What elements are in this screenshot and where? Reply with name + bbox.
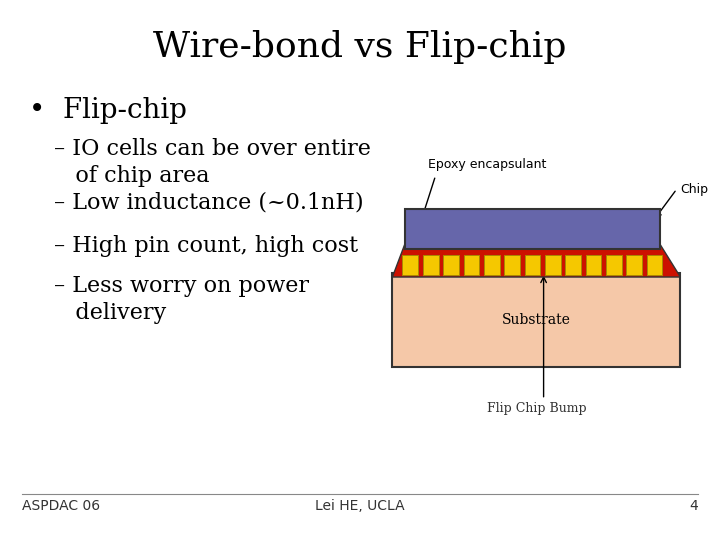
Polygon shape	[392, 245, 680, 277]
Bar	[504, 255, 520, 275]
Bar	[585, 255, 601, 275]
Text: – High pin count, high cost: – High pin count, high cost	[54, 235, 358, 257]
Text: Epoxy encapsulant: Epoxy encapsulant	[428, 158, 546, 171]
Bar	[606, 255, 622, 275]
Text: Substrate: Substrate	[502, 313, 571, 327]
Text: ASPDAC 06: ASPDAC 06	[22, 500, 100, 514]
Text: Wire-bond vs Flip-chip: Wire-bond vs Flip-chip	[153, 30, 567, 64]
Bar	[392, 273, 680, 367]
Bar	[565, 255, 581, 275]
Text: Chip: Chip	[680, 183, 708, 195]
Text: •  Flip-chip: • Flip-chip	[29, 97, 186, 124]
Bar	[464, 255, 480, 275]
Bar	[405, 209, 660, 249]
Bar	[423, 255, 438, 275]
Text: – Low inductance (~0.1nH): – Low inductance (~0.1nH)	[54, 192, 364, 214]
Bar	[626, 255, 642, 275]
Bar	[545, 255, 561, 275]
Bar	[444, 255, 459, 275]
Text: Flip Chip Bump: Flip Chip Bump	[487, 402, 586, 415]
Bar	[402, 255, 418, 275]
Text: – IO cells can be over entire
   of chip area: – IO cells can be over entire of chip ar…	[54, 138, 371, 187]
Text: 4: 4	[690, 500, 698, 514]
Bar	[484, 255, 500, 275]
Text: – Less worry on power
   delivery: – Less worry on power delivery	[54, 275, 309, 325]
Bar	[647, 255, 662, 275]
Text: Lei HE, UCLA: Lei HE, UCLA	[315, 500, 405, 514]
Bar	[524, 255, 540, 275]
